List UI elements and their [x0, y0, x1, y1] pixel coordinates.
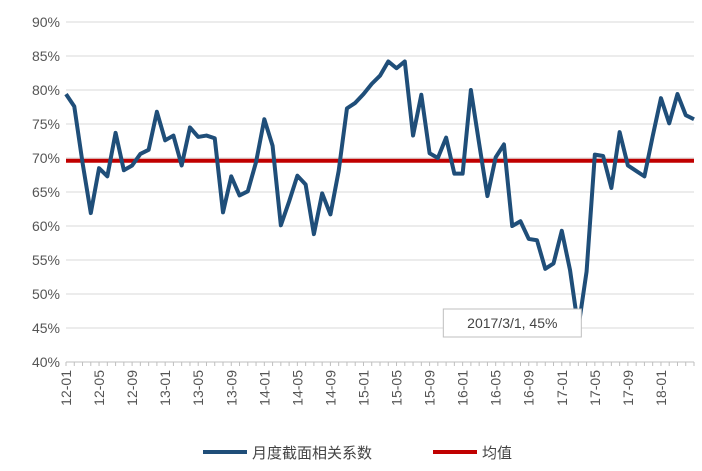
- x-tick-label: 14-05: [289, 370, 305, 406]
- annotation-min-point: 2017/3/1, 45%: [442, 308, 582, 338]
- x-tick-label: 17-09: [620, 370, 636, 406]
- annotation-label: 2017/3/1, 45%: [467, 315, 557, 331]
- x-tick-label: 12-01: [58, 370, 74, 406]
- y-tick-label: 50%: [32, 286, 60, 302]
- y-tick-label: 85%: [32, 48, 60, 64]
- x-tick-label: 17-05: [587, 370, 603, 406]
- x-axis-tick-marks: [65, 362, 695, 366]
- x-tick-label: 13-01: [157, 370, 173, 406]
- y-tick-label: 90%: [32, 14, 60, 30]
- legend-label-mean: 均值: [482, 444, 512, 462]
- y-tick-label: 45%: [32, 320, 60, 336]
- x-tick-label: 16-05: [488, 370, 504, 406]
- y-tick-label: 55%: [32, 252, 60, 268]
- x-tick-label: 15-09: [422, 370, 438, 406]
- x-tick-label: 18-01: [653, 370, 669, 406]
- x-tick-label: 15-05: [389, 370, 405, 406]
- x-tick-label: 14-01: [256, 370, 272, 406]
- x-tick-label: 14-09: [322, 370, 338, 406]
- x-tick-label: 15-01: [355, 370, 371, 406]
- series-line-monthly-correlation: [64, 59, 695, 330]
- y-tick-label: 80%: [32, 82, 60, 98]
- x-tick-label: 16-09: [521, 370, 537, 406]
- y-tick-label: 60%: [32, 218, 60, 234]
- y-tick-label: 75%: [32, 116, 60, 132]
- y-axis-ticks: 90% 85% 80% 75% 70% 65% 60% 55% 50% 45% 40%: [32, 14, 60, 370]
- x-tick-label: 16-01: [455, 370, 471, 406]
- annotation-box: [442, 308, 582, 338]
- x-tick-label: 12-05: [91, 370, 107, 406]
- x-tick-label: 13-05: [190, 370, 206, 406]
- legend: 月度截面相关系数 均值: [203, 444, 512, 462]
- x-tick-label: 17-01: [554, 370, 570, 406]
- legend-label-monthly-correlation: 月度截面相关系数: [252, 444, 372, 462]
- y-tick-label: 40%: [32, 354, 60, 370]
- x-axis-ticks: 12-01 12-05 12-09 13-01 13-05 13-09 14-01 14-05…: [58, 370, 669, 406]
- grid-lines: [66, 21, 694, 329]
- y-tick-label: 70%: [32, 150, 60, 166]
- x-tick-label: 13-09: [223, 370, 239, 406]
- x-tick-label: 12-09: [124, 370, 140, 406]
- y-tick-label: 65%: [32, 184, 60, 200]
